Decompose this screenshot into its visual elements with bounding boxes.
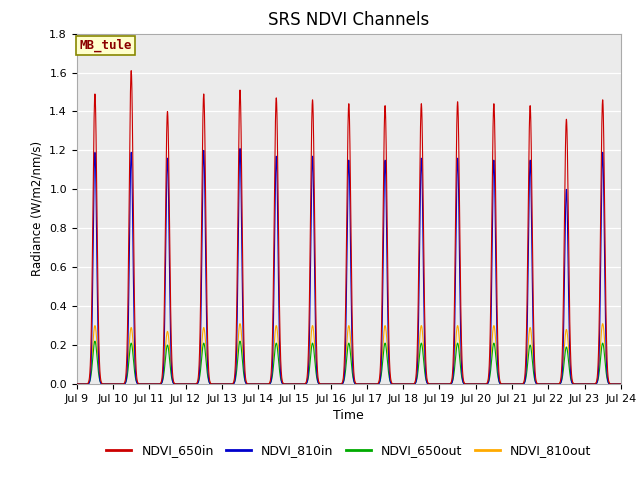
Title: SRS NDVI Channels: SRS NDVI Channels	[268, 11, 429, 29]
Y-axis label: Radiance (W/m2/nm/s): Radiance (W/m2/nm/s)	[31, 141, 44, 276]
Text: MB_tule: MB_tule	[79, 39, 132, 52]
Legend: NDVI_650in, NDVI_810in, NDVI_650out, NDVI_810out: NDVI_650in, NDVI_810in, NDVI_650out, NDV…	[101, 439, 596, 462]
X-axis label: Time: Time	[333, 409, 364, 422]
